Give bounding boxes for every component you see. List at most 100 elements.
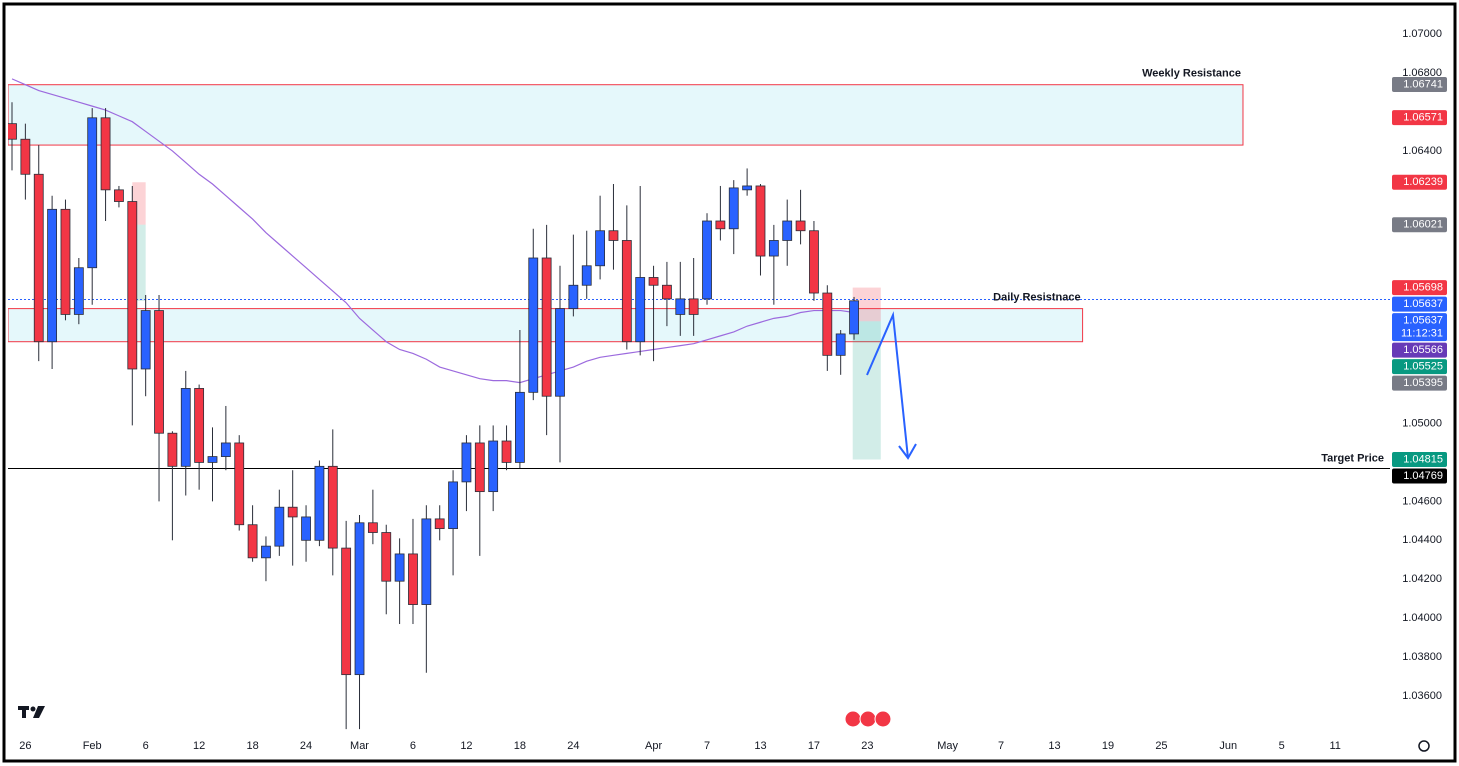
x-tick-label: 24 [300, 740, 312, 752]
candle-body [795, 220, 806, 232]
candle-body [448, 481, 458, 530]
candle-body [194, 388, 205, 463]
target-zone [852, 321, 881, 460]
price-label: 1.04815 [1403, 453, 1443, 465]
candle-body [381, 532, 392, 582]
candle-body [849, 300, 859, 335]
candle-body [114, 189, 124, 202]
x-tick-label: Jun [1219, 740, 1237, 752]
candle-body [8, 123, 17, 140]
candle-body [220, 442, 231, 457]
candle-body [688, 298, 699, 315]
price-label-box [1392, 110, 1447, 126]
x-tick-label: 13 [1048, 740, 1060, 752]
candle-body [421, 518, 432, 605]
price-label: 1.06741 [1403, 78, 1443, 90]
y-tick-label: 1.04400 [1402, 534, 1442, 546]
line-label: Target Price [1321, 452, 1384, 464]
candle-body [127, 201, 138, 370]
x-tick-label: Apr [645, 740, 662, 752]
y-tick-label: 1.03600 [1402, 690, 1442, 702]
price-label: 1.05395 [1403, 377, 1443, 389]
zone-label: Weekly Resistance [1142, 68, 1241, 80]
candle-body [301, 516, 311, 541]
candle-body [234, 442, 245, 526]
price-label-box [1392, 174, 1447, 190]
candle-body [488, 440, 499, 493]
candle-body [555, 308, 565, 397]
candle-body [581, 265, 592, 286]
candle-body [768, 240, 779, 257]
zone-label: Daily Resistnace [993, 292, 1080, 304]
candle-body [327, 465, 338, 549]
price-label-box [1392, 452, 1447, 468]
candle-body [367, 522, 378, 533]
price-label: 1.04769 [1403, 470, 1443, 482]
candle-body [207, 456, 218, 463]
price-label: 1.06571 [1403, 112, 1443, 124]
candle-body [648, 277, 659, 286]
y-tick-label: 1.04000 [1402, 612, 1442, 624]
price-label: 1.05637 [1403, 314, 1443, 326]
x-tick-label: 25 [1155, 740, 1167, 752]
x-tick-label: 24 [567, 740, 579, 752]
tradingview-logo [18, 706, 45, 718]
price-label: 1.05525 [1403, 360, 1443, 372]
x-tick-label: 5 [1279, 740, 1285, 752]
candle-body [354, 522, 365, 676]
candle-body [167, 432, 178, 467]
candle-body [621, 240, 632, 343]
price-label: 1.06239 [1403, 176, 1443, 188]
y-tick-label: 1.04600 [1402, 495, 1442, 507]
x-tick-label: 6 [143, 740, 149, 752]
candle-body [394, 553, 405, 582]
price-label-box [1392, 77, 1447, 93]
candle-body [755, 185, 766, 257]
candle-body [20, 138, 31, 175]
y-tick-label: 1.04200 [1402, 573, 1442, 585]
candle-body [728, 187, 739, 230]
x-tick-label: 18 [246, 740, 258, 752]
price-label: 1.05698 [1403, 281, 1443, 293]
candle-body [274, 506, 285, 547]
candle-body [261, 545, 271, 559]
candle-body [675, 298, 686, 315]
candle-body [314, 465, 325, 541]
candle-body [100, 117, 111, 191]
candle-body [595, 230, 605, 267]
candle-body [247, 524, 258, 559]
x-tick-label: 12 [460, 740, 472, 752]
candle-body [180, 388, 191, 467]
x-tick-label: Feb [83, 740, 102, 752]
x-tick-label: 23 [861, 740, 873, 752]
x-tick-label: May [937, 740, 958, 752]
arrow-head [898, 443, 917, 460]
x-tick-label: 18 [514, 740, 526, 752]
x-tick-label: 17 [808, 740, 820, 752]
candle-body [782, 220, 793, 241]
price-label-box [1392, 217, 1447, 233]
candle-body [568, 284, 579, 310]
candle-body [47, 208, 58, 343]
price-label-box [1392, 375, 1447, 391]
y-tick-label: 1.03800 [1402, 651, 1442, 663]
x-tick-label: 6 [410, 740, 416, 752]
candle-body [408, 553, 418, 605]
candle-body [73, 267, 84, 315]
y-tick-label: 1.07000 [1402, 28, 1442, 40]
candle-body [501, 440, 512, 463]
candle-body [742, 185, 753, 191]
candle-body [60, 208, 71, 315]
candle-body [541, 257, 552, 397]
candle-body [608, 230, 619, 241]
candle-body [822, 292, 833, 356]
candle-body [434, 518, 445, 530]
y-tick-label: 1.06800 [1402, 67, 1442, 79]
price-label: 1.05566 [1403, 344, 1443, 356]
x-tick-label: 7 [998, 740, 1004, 752]
settings-icon[interactable] [1418, 740, 1430, 752]
candle-body [287, 506, 298, 518]
